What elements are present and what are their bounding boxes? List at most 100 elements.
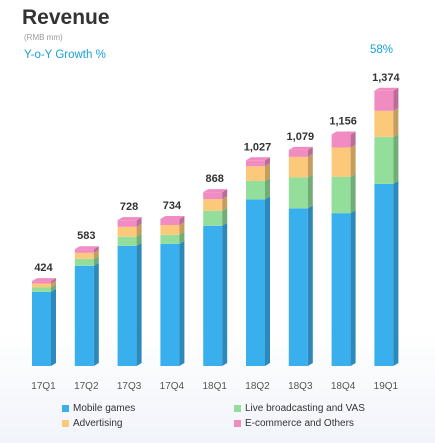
bar-side-18Q3-series-0 bbox=[307, 205, 313, 366]
bar-17Q4-series-0 bbox=[160, 243, 180, 366]
bar-side-18Q2-series-2 bbox=[265, 163, 270, 181]
bar-top-17Q1 bbox=[32, 278, 56, 282]
bar-18Q4-series-3 bbox=[331, 134, 351, 148]
bar-18Q1-series-1 bbox=[203, 210, 223, 226]
bar-17Q2-series-1 bbox=[74, 258, 94, 266]
bar-18Q3-series-3 bbox=[288, 149, 308, 157]
bar-18Q2-series-0 bbox=[246, 199, 265, 366]
bar-17Q2-series-0 bbox=[74, 265, 94, 366]
growth-value: 58% bbox=[370, 44, 394, 56]
bar-17Q2-series-3 bbox=[74, 249, 94, 253]
category-label-18Q3: 18Q3 bbox=[288, 381, 313, 392]
bar-side-17Q2-series-2 bbox=[93, 249, 99, 259]
bar-18Q4-series-2 bbox=[331, 147, 351, 177]
bar-17Q4-series-2 bbox=[160, 224, 180, 235]
bar-side-18Q4-series-3 bbox=[350, 131, 356, 148]
bar-side-17Q2-series-0 bbox=[93, 262, 99, 366]
bar-side-17Q2-series-3 bbox=[93, 246, 99, 253]
bar-side-19Q1-series-0 bbox=[393, 180, 399, 366]
bar-top-18Q3 bbox=[288, 146, 313, 150]
category-label-18Q2: 18Q2 bbox=[245, 381, 270, 392]
bar-side-18Q4-series-1 bbox=[350, 173, 356, 214]
total-label-18Q4: 1,156 bbox=[329, 115, 357, 127]
bar-17Q3-series-0 bbox=[117, 245, 137, 366]
bar-17Q4-series-3 bbox=[160, 218, 180, 225]
bar-top-18Q1 bbox=[203, 189, 228, 193]
category-label-17Q2: 17Q2 bbox=[74, 381, 99, 392]
bar-17Q3-series-3 bbox=[117, 220, 137, 227]
bar-side-18Q1-series-3 bbox=[222, 189, 228, 200]
bar-side-17Q4-series-0 bbox=[179, 240, 185, 366]
category-label-19Q1: 19Q1 bbox=[374, 381, 399, 392]
chart-subtitle: (RMB mm) bbox=[24, 33, 63, 42]
total-label-17Q4: 734 bbox=[163, 200, 182, 212]
bar-19Q1-series-0 bbox=[374, 183, 394, 366]
bar-18Q2-series-3 bbox=[246, 160, 265, 167]
bar-side-18Q4-series-2 bbox=[350, 144, 356, 177]
bar-side-18Q3-series-1 bbox=[307, 174, 313, 209]
bar-17Q4-series-1 bbox=[160, 234, 180, 244]
bar-side-17Q3-series-3 bbox=[136, 217, 142, 227]
bar-side-19Q1-series-3 bbox=[393, 87, 399, 111]
bar-18Q2-series-1 bbox=[246, 180, 265, 200]
bar-side-17Q1-series-0 bbox=[51, 288, 56, 366]
bar-side-18Q3-series-2 bbox=[307, 153, 313, 178]
bar-17Q1-series-1 bbox=[32, 287, 51, 292]
chart-title: Revenue bbox=[22, 6, 110, 29]
total-label-17Q1: 424 bbox=[34, 262, 53, 274]
bar-side-18Q1-series-1 bbox=[222, 207, 228, 226]
bar-side-17Q4-series-3 bbox=[179, 215, 185, 225]
bar-side-18Q1-series-2 bbox=[222, 196, 228, 211]
total-label-18Q1: 868 bbox=[206, 173, 224, 185]
bar-17Q2-series-2 bbox=[74, 252, 94, 259]
bar-side-18Q2-series-0 bbox=[265, 196, 270, 366]
bar-side-18Q3-series-3 bbox=[307, 146, 313, 157]
bar-side-17Q4-series-2 bbox=[179, 221, 185, 235]
bar-18Q4-series-0 bbox=[331, 213, 351, 366]
bar-19Q1-series-2 bbox=[374, 110, 394, 137]
bar-side-17Q1-series-1 bbox=[51, 284, 56, 292]
bar-19Q1-series-3 bbox=[374, 90, 394, 111]
bar-18Q1-series-0 bbox=[203, 225, 223, 366]
bar-top-17Q4 bbox=[160, 215, 185, 219]
bar-17Q1-series-2 bbox=[32, 283, 51, 288]
bar-top-17Q2 bbox=[74, 246, 99, 250]
total-label-17Q3: 728 bbox=[120, 201, 138, 213]
bar-18Q1-series-2 bbox=[203, 199, 223, 211]
bar-side-18Q4-series-0 bbox=[350, 210, 356, 366]
bar-side-19Q1-series-1 bbox=[393, 133, 399, 184]
total-label-18Q3: 1,079 bbox=[287, 131, 315, 143]
bar-18Q4-series-1 bbox=[331, 176, 351, 214]
bar-18Q3-series-2 bbox=[288, 156, 308, 178]
total-label-18Q2: 1,027 bbox=[244, 141, 272, 153]
category-label-17Q3: 17Q3 bbox=[117, 381, 142, 392]
category-label-18Q4: 18Q4 bbox=[331, 381, 356, 392]
bar-side-17Q2-series-1 bbox=[93, 255, 99, 266]
bar-top-17Q3 bbox=[117, 217, 142, 221]
bar-17Q1-series-3 bbox=[32, 281, 51, 284]
growth-label: Y-o-Y Growth % bbox=[24, 49, 106, 61]
bar-side-17Q1-series-2 bbox=[51, 280, 56, 288]
bar-18Q3-series-0 bbox=[288, 208, 308, 366]
bar-side-17Q3-series-2 bbox=[136, 223, 142, 237]
bar-side-18Q2-series-1 bbox=[265, 177, 270, 200]
bar-top-18Q2 bbox=[246, 157, 270, 161]
total-label-19Q1: 1,374 bbox=[372, 72, 400, 84]
bar-side-17Q3-series-1 bbox=[136, 233, 142, 246]
bar-side-17Q1-series-3 bbox=[51, 278, 56, 284]
bar-17Q3-series-1 bbox=[117, 236, 137, 246]
bar-top-18Q4 bbox=[331, 131, 356, 135]
category-label-17Q4: 17Q4 bbox=[160, 381, 185, 392]
bar-top-19Q1 bbox=[374, 87, 399, 91]
bar-18Q3-series-1 bbox=[288, 177, 308, 209]
bar-side-17Q3-series-0 bbox=[136, 242, 142, 366]
bar-side-18Q1-series-0 bbox=[222, 222, 228, 366]
category-label-18Q1: 18Q1 bbox=[202, 381, 227, 392]
bar-18Q1-series-3 bbox=[203, 192, 223, 200]
bar-side-19Q1-series-2 bbox=[393, 107, 399, 137]
bar-17Q1-series-0 bbox=[32, 291, 51, 366]
total-label-17Q2: 583 bbox=[77, 230, 95, 242]
bar-17Q3-series-2 bbox=[117, 226, 137, 237]
